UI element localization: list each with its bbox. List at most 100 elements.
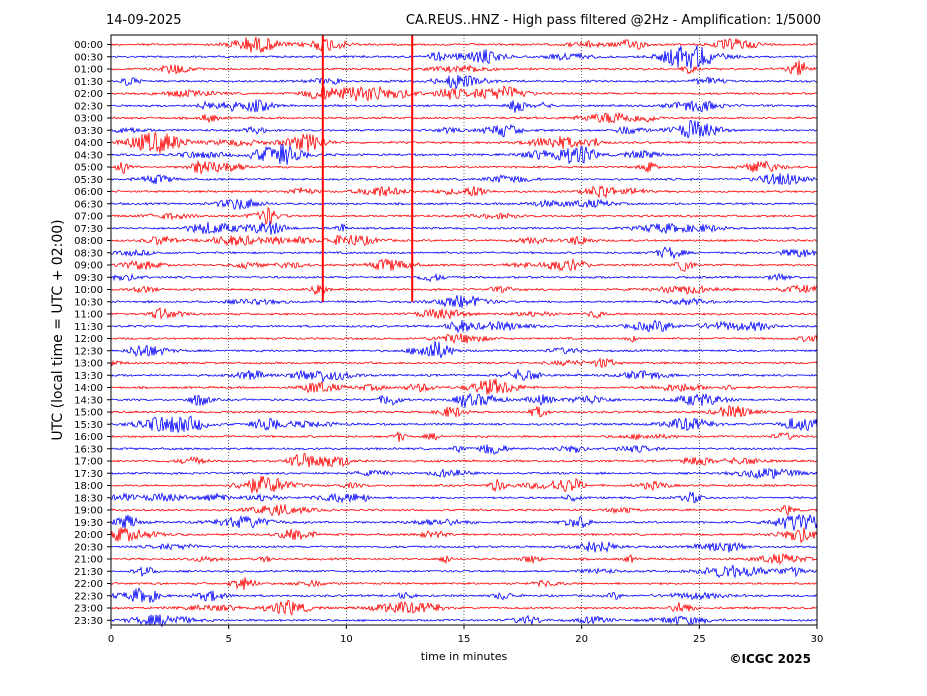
trace-0600 [110,185,818,199]
trace-1200 [110,333,818,344]
y-axis-label: UTC (local time = UTC + 02:00) [50,219,66,440]
trace-2200 [110,577,818,590]
y-tick-label: 20:30 [74,542,103,553]
trace-0530 [110,173,818,186]
trace-0630 [110,197,818,210]
trace-1930 [110,513,818,531]
y-tick-label: 19:30 [74,518,103,529]
y-tick-label: 09:00 [74,261,103,272]
trace-1600 [110,431,818,443]
y-tick-label: 04:30 [74,150,103,161]
trace-0930 [110,272,818,283]
trace-1000 [110,284,818,296]
trace-1330 [110,368,818,384]
y-tick-label: 08:00 [74,236,103,247]
trace-2100 [110,552,818,565]
y-tick-label: 06:30 [74,199,103,210]
y-tick-label: 16:30 [74,444,103,455]
y-tick-label: 07:00 [74,212,103,223]
x-tick-label: 20 [575,634,588,645]
y-tick-label: 21:00 [74,555,103,566]
y-tick-label: 06:00 [74,187,103,198]
y-tick-label: 23:30 [74,616,103,627]
chart-title: CA.REUS..HNZ - High pass filtered @2Hz -… [406,13,821,28]
y-tick-label: 21:30 [74,567,103,578]
trace-0700 [110,207,818,226]
trace-0000 [110,36,818,54]
y-tick-label: 11:30 [74,322,103,333]
trace-1900 [110,504,818,517]
y-tick-label: 13:00 [74,359,103,370]
trace-1300 [110,357,818,369]
y-tick-label: 22:30 [74,591,103,602]
trace-1830 [110,491,818,504]
trace-2000 [110,527,818,544]
x-tick-label: 0 [108,634,114,645]
y-tick-label: 20:00 [74,530,103,541]
y-tick-label: 01:30 [74,77,103,88]
y-tick-label: 15:30 [74,420,103,431]
trace-0430 [110,143,818,165]
trace-1230 [110,340,818,359]
y-tick-label: 07:30 [74,224,103,235]
trace-2130 [110,564,818,579]
y-tick-label: 23:00 [74,604,103,615]
trace-0300 [110,112,818,124]
trace-2330 [110,614,818,628]
trace-2030 [110,541,818,554]
trace-lines [110,36,818,628]
trace-1800 [110,475,818,494]
trace-1430 [110,392,818,408]
y-tick-label: 16:00 [74,432,103,443]
trace-1730 [110,468,818,480]
grid-lines [228,35,700,625]
trace-0100 [110,60,818,76]
trace-1530 [110,415,818,434]
trace-1130 [110,319,818,334]
trace-0230 [110,99,818,113]
trace-1630 [110,444,818,455]
trace-0130 [110,74,818,90]
trace-1700 [110,453,818,468]
y-tick-label: 05:00 [74,163,103,174]
y-tick-label: 03:30 [74,126,103,137]
trace-0830 [110,246,818,260]
x-tick-label: 10 [340,634,353,645]
copyright-label: ©ICGC 2025 [729,652,811,666]
y-tick-label: 22:00 [74,579,103,590]
x-axis-label: time in minutes [421,650,508,663]
y-tick-label: 01:00 [74,65,103,76]
trace-0030 [110,45,818,69]
x-tick-label: 5 [225,634,231,645]
trace-2300 [110,599,818,616]
y-tick-label: 03:00 [74,114,103,125]
y-tick-label: 00:30 [74,52,103,63]
y-tick-label: 19:00 [74,506,103,517]
y-tick-label: 18:00 [74,481,103,492]
x-tick-label: 30 [811,634,824,645]
trace-0730 [110,221,818,235]
y-tick-label: 09:30 [74,273,103,284]
y-tick-label: 17:00 [74,457,103,468]
y-tick-label: 10:30 [74,297,103,308]
chart-date: 14-09-2025 [106,13,182,28]
y-tick-label: 17:30 [74,469,103,480]
y-tick-label: 18:30 [74,493,103,504]
y-tick-label: 12:30 [74,346,103,357]
trace-0900 [110,257,818,272]
y-tick-label: 11:00 [74,310,103,321]
trace-1400 [110,378,818,395]
y-tick-label: 12:00 [74,334,103,345]
y-tick-label: 02:00 [74,89,103,100]
trace-1030 [110,295,818,308]
y-tick-label: 00:00 [74,40,103,51]
trace-0200 [110,84,818,102]
y-tick-label: 04:00 [74,138,103,149]
y-tick-label: 02:30 [74,101,103,112]
x-tick-label: 15 [458,634,471,645]
trace-1100 [110,306,818,320]
trace-0800 [110,234,818,247]
y-tick-label: 13:30 [74,371,103,382]
